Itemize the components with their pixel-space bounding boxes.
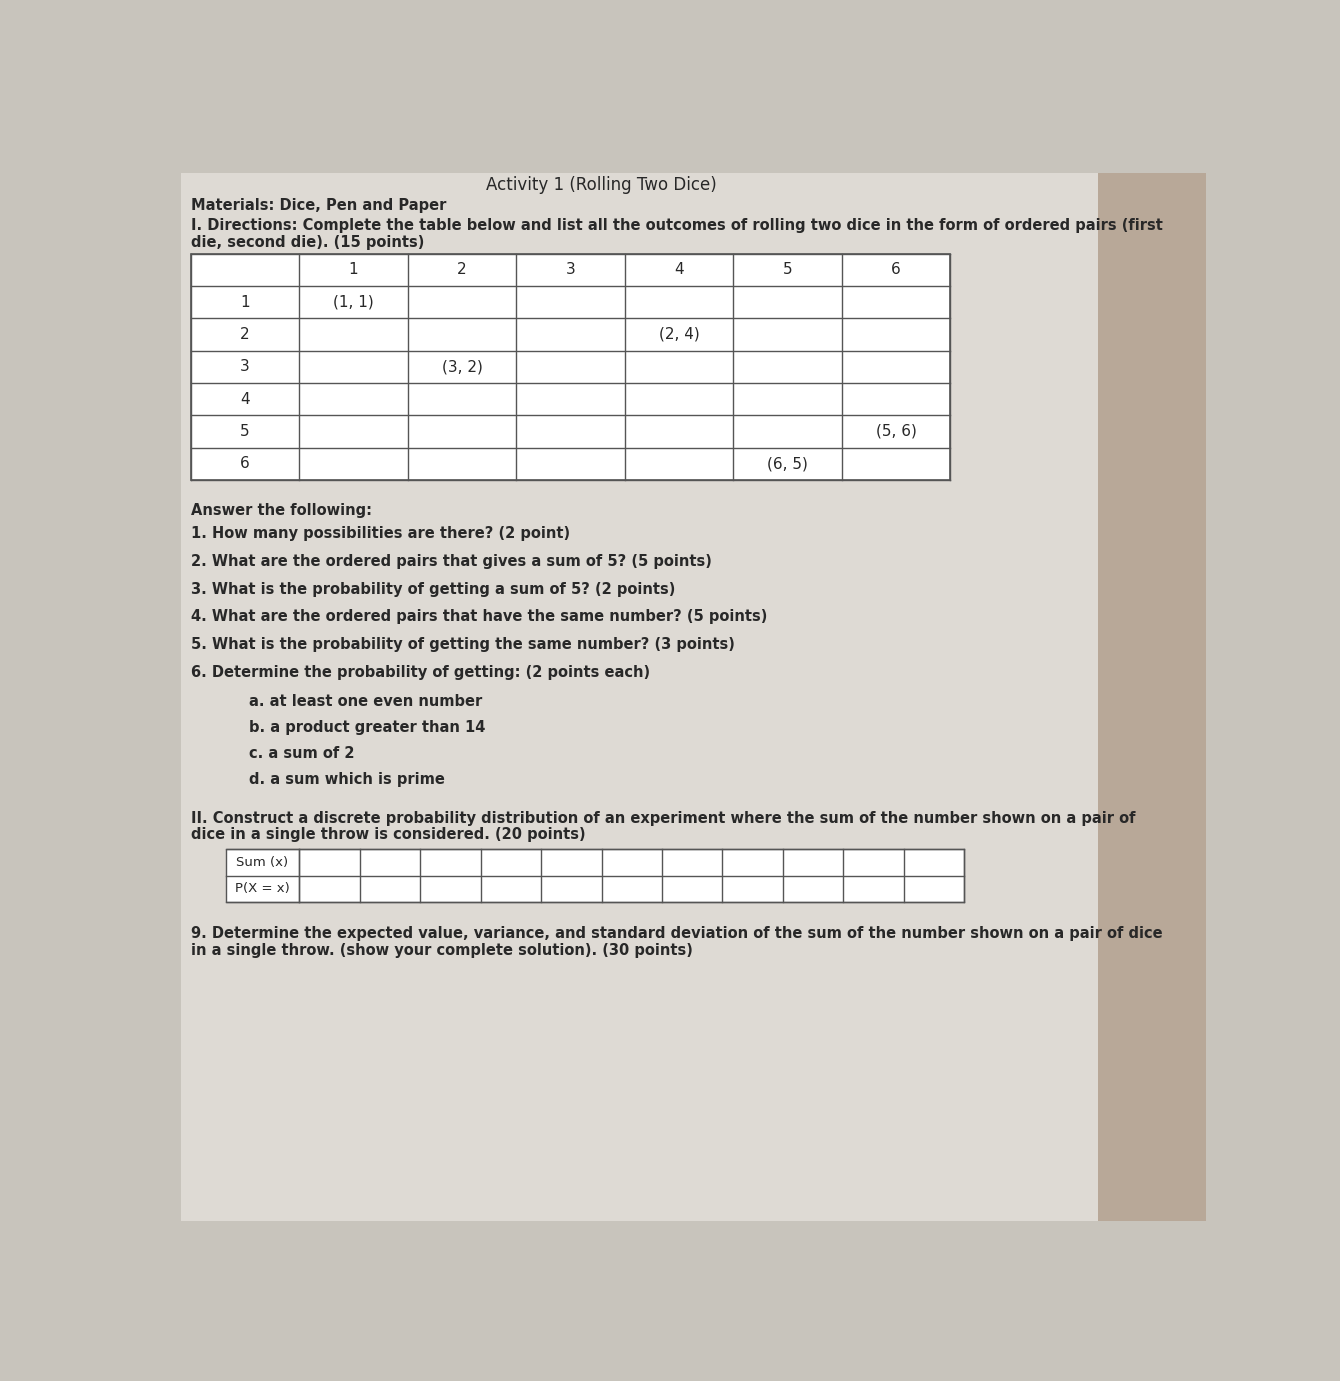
Text: (1, 1): (1, 1): [334, 294, 374, 309]
Text: (5, 6): (5, 6): [875, 424, 917, 439]
Bar: [225, 849, 965, 902]
Text: 9. Determine the expected value, variance, and standard deviation of the sum of : 9. Determine the expected value, varianc…: [190, 927, 1162, 942]
Text: 6: 6: [240, 456, 249, 471]
Text: in a single throw. (show your complete solution). (30 points): in a single throw. (show your complete s…: [190, 943, 693, 957]
Text: 6. Determine the probability of getting: (2 points each): 6. Determine the probability of getting:…: [190, 664, 650, 679]
Text: 5. What is the probability of getting the same number? (3 points): 5. What is the probability of getting th…: [190, 637, 734, 652]
Text: Answer the following:: Answer the following:: [190, 503, 371, 518]
Text: 6: 6: [891, 262, 900, 278]
Text: 2: 2: [240, 327, 249, 342]
Text: II. Construct a discrete probability distribution of an experiment where the sum: II. Construct a discrete probability dis…: [190, 811, 1135, 826]
Text: 5: 5: [783, 262, 792, 278]
Text: Materials: Dice, Pen and Paper: Materials: Dice, Pen and Paper: [190, 197, 446, 213]
Text: 3: 3: [240, 359, 249, 374]
Text: 4: 4: [674, 262, 683, 278]
Text: Sum (x): Sum (x): [236, 856, 288, 869]
Bar: [1097, 174, 1206, 1221]
Text: (6, 5): (6, 5): [766, 456, 808, 471]
Text: 1: 1: [240, 294, 249, 309]
Text: (2, 4): (2, 4): [659, 327, 699, 342]
Text: 1. How many possibilities are there? (2 point): 1. How many possibilities are there? (2 …: [190, 526, 570, 541]
Text: 4. What are the ordered pairs that have the same number? (5 points): 4. What are the ordered pairs that have …: [190, 609, 766, 624]
Text: 1: 1: [348, 262, 358, 278]
Text: c. a sum of 2: c. a sum of 2: [249, 746, 354, 761]
Text: 3: 3: [565, 262, 575, 278]
Text: 3. What is the probability of getting a sum of 5? (2 points): 3. What is the probability of getting a …: [190, 581, 675, 597]
Text: die, second die). (15 points): die, second die). (15 points): [190, 235, 425, 250]
Text: 2: 2: [457, 262, 466, 278]
Bar: [181, 174, 1108, 1221]
Text: b. a product greater than 14: b. a product greater than 14: [249, 720, 485, 735]
Text: a. at least one even number: a. at least one even number: [249, 693, 482, 708]
Text: I. Directions: Complete the table below and list all the outcomes of rolling two: I. Directions: Complete the table below …: [190, 218, 1163, 233]
Text: 4: 4: [240, 392, 249, 406]
Text: (3, 2): (3, 2): [442, 359, 482, 374]
Bar: [190, 254, 950, 479]
Text: 2. What are the ordered pairs that gives a sum of 5? (5 points): 2. What are the ordered pairs that gives…: [190, 554, 712, 569]
Text: 5: 5: [240, 424, 249, 439]
Text: P(X = x): P(X = x): [234, 882, 289, 895]
Text: d. a sum which is prime: d. a sum which is prime: [249, 772, 445, 787]
Text: Activity 1 (Rolling Two Dice): Activity 1 (Rolling Two Dice): [486, 177, 717, 195]
Text: dice in a single throw is considered. (20 points): dice in a single throw is considered. (2…: [190, 827, 586, 842]
